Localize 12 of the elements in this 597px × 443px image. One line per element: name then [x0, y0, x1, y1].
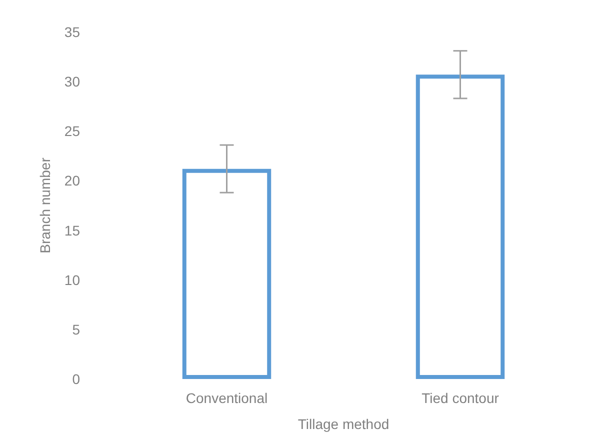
y-tick-label: 20	[64, 172, 80, 189]
x-tick-label: Conventional	[186, 390, 268, 406]
x-tick-label: Tied contour	[422, 390, 500, 406]
y-tick-label: 10	[64, 272, 80, 288]
y-tick-label: 5	[72, 321, 80, 338]
y-axis-title: Branch number	[37, 157, 53, 254]
y-tick-label: 30	[64, 74, 80, 90]
y-tick-label: 15	[64, 222, 80, 238]
y-tick-label: 25	[64, 123, 80, 140]
y-tick-label: 0	[72, 371, 80, 387]
y-tick-label: 35	[64, 24, 80, 40]
x-axis-title: Tillage method	[298, 416, 390, 432]
